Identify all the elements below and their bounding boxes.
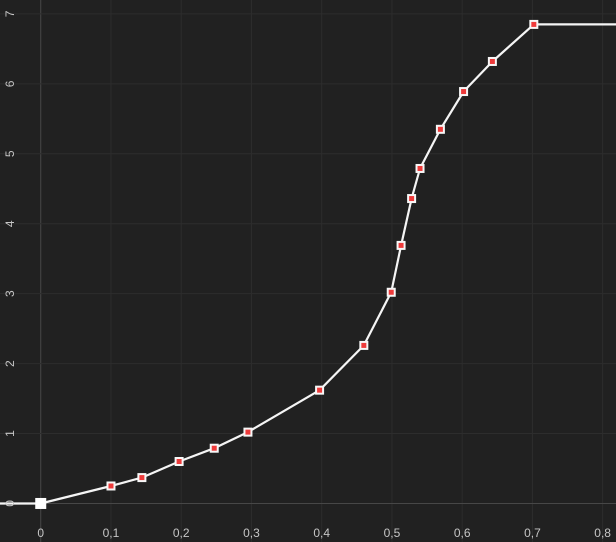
curve-point-selected[interactable]: [35, 497, 47, 509]
curve-point-center: [398, 242, 404, 248]
y-axis-tick-label: 3: [3, 290, 17, 297]
y-axis-tick-label: 5: [3, 150, 17, 157]
x-axis-tick-label: 0,7: [524, 526, 541, 540]
x-axis-tick-label: 0,1: [103, 526, 120, 540]
curve-point-center: [139, 475, 145, 481]
y-axis-tick-label: 0: [3, 500, 17, 507]
x-axis-tick-label: 0,2: [173, 526, 190, 540]
curve-point-center: [437, 126, 443, 132]
y-axis-tick-label: 7: [3, 10, 17, 17]
curve-point-center: [211, 445, 217, 451]
y-axis-tick-label: 1: [3, 430, 17, 437]
curve-point-center: [176, 459, 182, 465]
curve-point-center: [409, 196, 415, 202]
curve-point-center: [108, 483, 114, 489]
curve-point-center: [489, 58, 495, 64]
x-axis-tick-label: 0,6: [454, 526, 471, 540]
x-axis-tick-label: 0,5: [384, 526, 401, 540]
curve-point-center: [361, 342, 367, 348]
y-axis-tick-label: 6: [3, 80, 17, 87]
x-axis-tick-label: 0,3: [243, 526, 260, 540]
x-axis-tick-label: 0,4: [313, 526, 330, 540]
y-axis-tick-label: 2: [3, 360, 17, 367]
curve-point-center: [417, 165, 423, 171]
curve-point-center: [461, 89, 467, 95]
curve-line[interactable]: [0, 23, 616, 505]
x-axis-tick-label: 0,8: [594, 526, 611, 540]
x-axis-tick-label: 0: [37, 526, 44, 540]
curve-point-center: [317, 387, 323, 393]
curve-point-center: [388, 289, 394, 295]
curve-point-center: [245, 429, 251, 435]
y-axis-tick-label: 4: [3, 220, 17, 227]
curve-point-center: [531, 21, 537, 27]
